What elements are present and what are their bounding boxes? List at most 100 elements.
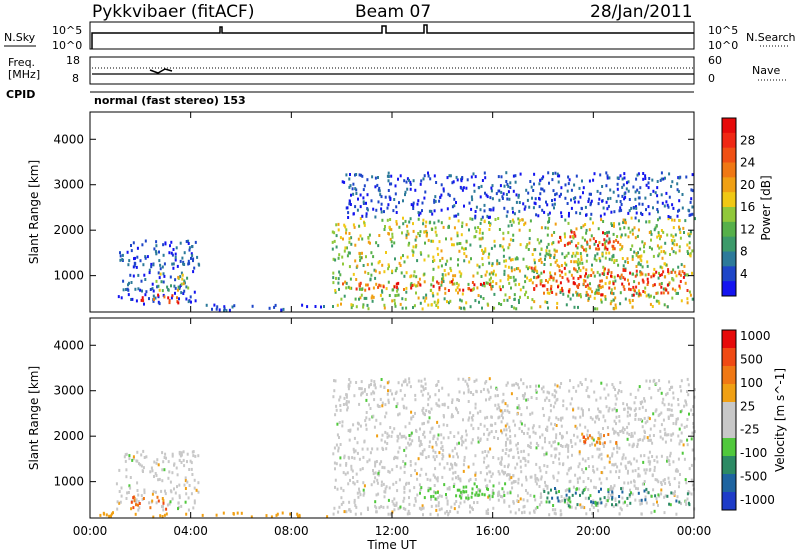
heatmap-cell xyxy=(493,239,496,243)
heatmap-cell xyxy=(555,491,558,495)
colorbar-tick-label: 16 xyxy=(740,200,755,214)
heatmap-cell xyxy=(636,173,639,177)
heatmap-cell xyxy=(479,221,482,225)
heatmap-cell xyxy=(368,287,371,291)
heatmap-cell xyxy=(415,291,417,295)
heatmap-cell xyxy=(585,293,588,297)
heatmap-cell xyxy=(600,298,603,302)
heatmap-cell xyxy=(448,467,451,471)
heatmap-cell xyxy=(399,466,402,470)
heatmap-cell xyxy=(399,389,402,393)
heatmap-cell xyxy=(584,238,586,242)
heatmap-cell xyxy=(564,196,567,200)
heatmap-cell xyxy=(629,392,632,396)
heatmap-cell xyxy=(559,291,562,294)
heatmap-cell xyxy=(610,222,613,226)
heatmap-cell xyxy=(660,282,663,285)
heatmap-cell xyxy=(535,482,538,486)
heatmap-cell xyxy=(484,176,487,180)
heatmap-cell xyxy=(148,501,151,505)
heatmap-cell xyxy=(411,284,414,287)
heatmap-cell xyxy=(365,411,368,414)
heatmap-cell xyxy=(647,205,650,209)
heatmap-cell xyxy=(251,304,254,308)
heatmap-cell xyxy=(356,441,359,445)
heatmap-cell xyxy=(614,296,617,300)
heatmap-cell xyxy=(353,456,356,460)
heatmap-cell xyxy=(340,297,343,301)
heatmap-cell xyxy=(401,383,403,387)
heatmap-cell xyxy=(639,257,642,261)
heatmap-cell xyxy=(179,275,182,279)
heatmap-cell xyxy=(429,430,432,434)
heatmap-cell xyxy=(573,260,576,264)
heatmap-cell xyxy=(620,462,623,466)
heatmap-cell xyxy=(153,297,155,301)
heatmap-cell xyxy=(552,476,555,480)
heatmap-cell xyxy=(545,427,547,431)
heatmap-cell xyxy=(421,422,424,426)
heatmap-cell xyxy=(412,274,415,278)
heatmap-cell xyxy=(408,496,410,500)
colorbar-segment xyxy=(722,192,736,208)
heatmap-cell xyxy=(612,240,615,244)
heatmap-cell xyxy=(343,223,346,227)
heatmap-cell xyxy=(671,413,674,417)
heatmap-cell xyxy=(402,435,405,439)
heatmap-cell xyxy=(499,184,502,188)
heatmap-cell xyxy=(650,238,652,242)
heatmap-cell xyxy=(610,493,612,497)
heatmap-cell xyxy=(680,263,683,267)
heatmap-cell xyxy=(489,395,492,399)
noise-tick-top-right: 10^5 xyxy=(708,24,738,37)
heatmap-cell xyxy=(572,485,575,489)
heatmap-cell xyxy=(336,303,339,307)
heatmap-cell xyxy=(624,218,627,222)
heatmap-cell xyxy=(691,479,694,483)
heatmap-cell xyxy=(461,246,464,250)
heatmap-cell xyxy=(437,305,440,309)
heatmap-cell xyxy=(359,493,362,497)
heatmap-cell xyxy=(513,293,516,297)
heatmap-cell xyxy=(488,397,491,401)
heatmap-cell xyxy=(358,173,361,177)
heatmap-cell xyxy=(373,383,376,387)
heatmap-cell xyxy=(670,233,673,237)
heatmap-cell xyxy=(601,243,604,247)
heatmap-cell xyxy=(606,207,609,211)
heatmap-cell xyxy=(511,258,514,262)
heatmap-cell xyxy=(503,206,506,210)
heatmap-cell xyxy=(385,447,388,451)
heatmap-cell xyxy=(476,286,479,290)
heatmap-cell xyxy=(548,211,551,215)
heatmap-cell xyxy=(484,249,487,253)
heatmap-cell xyxy=(132,506,135,510)
heatmap-cell xyxy=(507,231,510,235)
heatmap-cell xyxy=(581,468,584,472)
heatmap-cell xyxy=(421,393,424,397)
heatmap-cell xyxy=(431,227,434,231)
heatmap-cell xyxy=(447,225,450,229)
heatmap-cell xyxy=(664,481,667,485)
heatmap-cell xyxy=(671,218,673,222)
heatmap-cell xyxy=(391,499,394,503)
heatmap-cell xyxy=(492,206,495,210)
heatmap-cell xyxy=(595,503,598,507)
heatmap-cell xyxy=(597,407,600,411)
heatmap-cell xyxy=(342,282,344,286)
heatmap-cell xyxy=(487,495,490,499)
heatmap-cell xyxy=(485,398,487,402)
heatmap-cell xyxy=(686,377,689,381)
heatmap-cell xyxy=(118,501,121,505)
heatmap-cell xyxy=(631,244,634,248)
heatmap-cell xyxy=(364,270,367,274)
heatmap-cell xyxy=(631,445,634,449)
heatmap-cell xyxy=(430,239,433,243)
heatmap-cell xyxy=(539,252,542,256)
heatmap-cell xyxy=(451,463,454,467)
heatmap-cell xyxy=(387,203,390,207)
heatmap-cell xyxy=(628,493,631,497)
heatmap-cell xyxy=(660,245,663,249)
heatmap-cell xyxy=(570,505,573,509)
